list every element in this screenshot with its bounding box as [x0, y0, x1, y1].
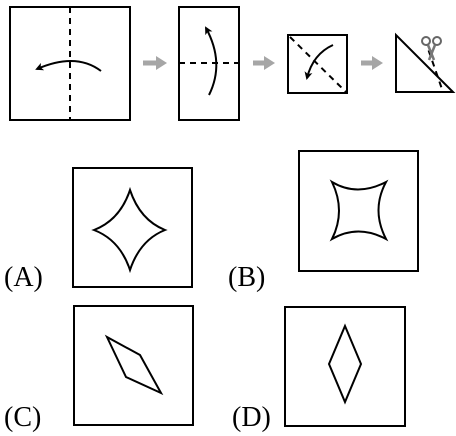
fold-sequence: [9, 6, 456, 121]
right-arrow-icon: [361, 56, 383, 70]
fold-step-4: [395, 32, 456, 93]
scissors-icon: [421, 36, 442, 61]
cut-line: [424, 39, 444, 93]
four-pointed-star-shape: [91, 186, 168, 274]
tilted-rhombus-shape: [104, 334, 164, 396]
right-arrow-icon: [253, 56, 275, 70]
fold-line: [289, 36, 347, 93]
fold-arrow-icon: [205, 26, 218, 96]
option-d[interactable]: [284, 306, 406, 427]
fold-step-3: [287, 34, 348, 94]
option-a-label[interactable]: (A): [4, 262, 43, 293]
fold-step-1: [9, 6, 131, 121]
fold-arrow-icon: [35, 60, 102, 72]
vertical-rhombus-shape: [327, 323, 363, 405]
right-arrow-icon: [143, 56, 167, 70]
option-c-label[interactable]: (C): [4, 402, 42, 433]
option-d-label[interactable]: (D): [232, 402, 271, 433]
option-a[interactable]: [72, 167, 193, 288]
fold-arrow-icon: [304, 44, 334, 80]
option-b[interactable]: [298, 150, 419, 272]
concave-star-shape: [329, 179, 389, 242]
option-c[interactable]: [73, 305, 194, 426]
fold-step-2: [178, 6, 240, 121]
option-b-label[interactable]: (B): [228, 262, 266, 293]
